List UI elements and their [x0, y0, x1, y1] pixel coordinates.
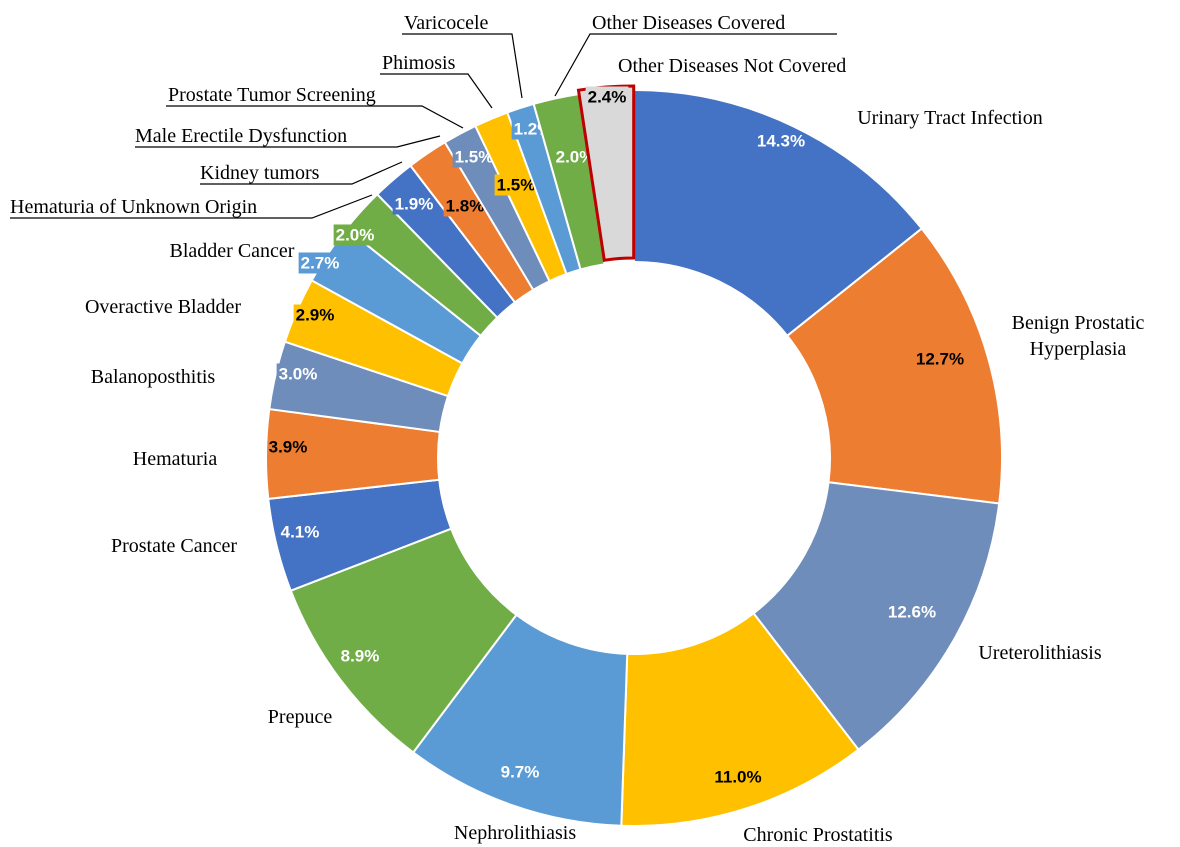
value-label-box — [333, 224, 377, 246]
category-label: Benign Prostatic Hyperplasia — [1012, 312, 1145, 360]
value-label: 14.3% — [757, 131, 805, 150]
category-label: Hematuria of Unknown Origin — [10, 196, 257, 218]
category-label: Kidney tumors — [200, 162, 320, 184]
value-label: 1.5% — [455, 147, 494, 166]
value-label-box — [392, 193, 436, 215]
leader-line — [380, 73, 493, 109]
category-label: Balanoposthitis — [91, 366, 216, 388]
category-label-line: Benign Prostatic — [1012, 312, 1145, 334]
value-label-box — [452, 146, 496, 168]
value-label: 2.9% — [296, 305, 335, 324]
value-label: 12.6% — [888, 602, 936, 621]
value-label-box — [443, 195, 487, 217]
value-label: 3.0% — [279, 364, 318, 383]
value-label: 12.7% — [916, 349, 964, 368]
category-label: Prepuce — [268, 706, 333, 728]
category-label: Phimosis — [382, 52, 456, 74]
category-label: Prostate Cancer — [111, 535, 237, 557]
slice — [752, 481, 1001, 752]
category-label: Bladder Cancer — [170, 240, 295, 262]
category-label: Overactive Bladder — [85, 296, 241, 318]
category-label: Other Diseases Covered — [592, 12, 785, 34]
category-label: Male Erectile Dysfunction — [135, 125, 347, 147]
leader-line — [135, 135, 441, 148]
category-label: Nephrolithiasis — [454, 822, 576, 844]
leader-line — [402, 33, 523, 99]
value-label-box — [276, 363, 320, 385]
value-label: 2.0% — [556, 147, 595, 166]
value-label: 9.7% — [501, 762, 540, 781]
category-label: Urinary Tract Infection — [857, 107, 1043, 129]
slice — [633, 88, 924, 338]
category-label: Other Diseases Not Covered — [618, 55, 846, 77]
category-label-line: Hyperplasia — [1030, 338, 1127, 360]
category-label: Prostate Tumor Screening — [168, 84, 376, 106]
value-label: 2.0% — [336, 225, 375, 244]
value-label: 8.9% — [341, 646, 380, 665]
value-label-box — [293, 304, 337, 326]
slice — [785, 227, 1003, 505]
value-label: 2.7% — [301, 253, 340, 272]
slice — [532, 93, 606, 271]
leader-line — [554, 33, 837, 97]
value-label: 1.8% — [446, 196, 485, 215]
leader-line — [166, 105, 464, 129]
category-label: Ureterolithiasis — [978, 642, 1102, 664]
category-label: Chronic Prostatitis — [743, 824, 893, 846]
value-label: 1.9% — [395, 194, 434, 213]
value-label-box — [553, 146, 597, 168]
value-label-box — [298, 252, 342, 274]
value-label: 3.9% — [269, 437, 308, 456]
category-label: Hematuria — [133, 448, 218, 470]
leader-line — [10, 194, 373, 219]
value-label: 11.0% — [714, 767, 761, 786]
leader-line — [200, 161, 403, 185]
value-label: 4.1% — [281, 522, 320, 541]
value-label-box — [585, 86, 629, 108]
value-label-box — [494, 174, 538, 196]
value-label: 1.5% — [497, 175, 536, 194]
category-label: Varicocele — [404, 12, 489, 34]
value-label: 2.4% — [588, 87, 627, 106]
